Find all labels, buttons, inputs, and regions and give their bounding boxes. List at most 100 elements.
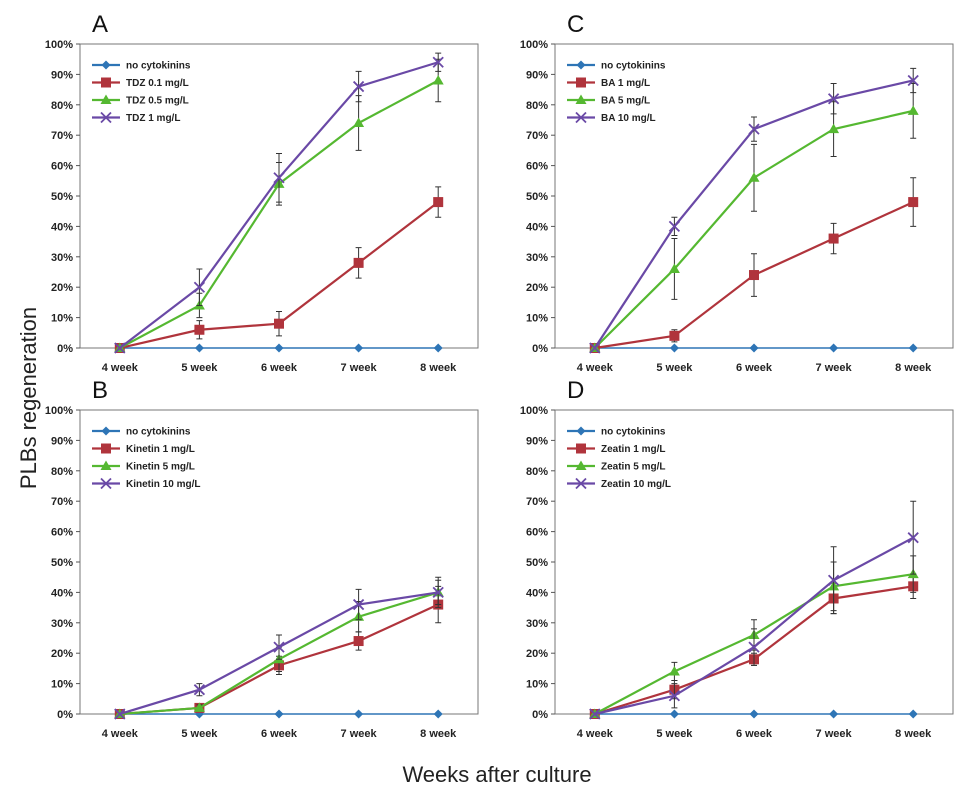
data-point (748, 172, 760, 182)
y-tick-label: 50% (526, 191, 548, 203)
y-tick-label: 10% (51, 313, 73, 325)
y-tick-label: 90% (526, 69, 548, 81)
y-tick-label: 100% (520, 405, 548, 417)
data-point (194, 324, 205, 335)
y-tick-label: 50% (51, 557, 73, 569)
data-point (749, 270, 759, 281)
data-point (748, 123, 760, 135)
x-tick-label: 4 week (102, 362, 139, 374)
y-tick-label: 20% (526, 648, 548, 660)
data-point (829, 343, 839, 353)
legend-label: Kinetin 10 mg/L (126, 479, 200, 490)
y-tick-label: 70% (526, 496, 548, 508)
data-point (908, 709, 918, 719)
y-tick-label: 50% (51, 191, 73, 203)
legend-marker (576, 60, 586, 70)
panel-B: B 0% 10% 20% 30% 40% 50% 60% 70% 80% 90% 100% 4 week… (45, 377, 479, 740)
data-point (589, 342, 601, 354)
legend-marker (576, 443, 586, 454)
x-tick-label: 6 week (261, 728, 298, 740)
data-point (432, 74, 444, 85)
data-point (669, 330, 680, 341)
legend-label: Kinetin 1 mg/L (126, 444, 195, 455)
legend-label: Kinetin 5 mg/L (126, 462, 195, 473)
y-tick-label: 20% (51, 282, 73, 294)
x-tick-label: 8 week (420, 362, 457, 374)
legend-marker (575, 477, 587, 490)
y-tick-label: 70% (51, 130, 73, 142)
x-tick-label: 6 week (736, 728, 773, 740)
x-tick-label: 8 week (420, 728, 457, 740)
series-tdz-1-mg-l (114, 52, 444, 354)
data-point (907, 532, 919, 544)
data-point (748, 641, 760, 653)
legend-label: BA 1 mg/L (601, 78, 650, 89)
panel-letter: A (92, 11, 108, 38)
y-tick-label: 80% (51, 466, 73, 478)
panel-letter: D (567, 377, 584, 404)
data-point (114, 342, 126, 354)
legend: no cytokinins BA 1 mg/L BA 5 mg/L BA 10 mg/… (567, 60, 666, 124)
data-point (433, 343, 443, 353)
legend: no cytokinins Zeatin 1 mg/L Zeatin 5 mg/L Z… (567, 426, 671, 490)
y-tick-label: 10% (526, 313, 548, 325)
y-tick-label: 20% (526, 282, 548, 294)
y-tick-label: 70% (51, 496, 73, 508)
legend-marker (101, 60, 111, 70)
y-tick-label: 0% (57, 709, 73, 721)
x-tick-label: 5 week (656, 362, 693, 374)
legend-label: no cytokinins (601, 427, 666, 438)
y-tick-label: 100% (45, 405, 73, 417)
series-kinetin-10-mg-l (114, 579, 444, 720)
data-point (908, 343, 918, 353)
data-point (668, 690, 681, 702)
data-point (354, 709, 364, 719)
y-tick-label: 100% (520, 39, 548, 51)
data-point (828, 233, 839, 244)
legend-marker (101, 77, 111, 88)
data-point (827, 574, 840, 586)
data-point (433, 197, 444, 208)
legend-marker (100, 111, 112, 124)
data-point (273, 641, 285, 653)
y-tick-label: 40% (526, 221, 548, 233)
data-point (669, 343, 679, 353)
legend-label: no cytokinins (126, 61, 191, 72)
y-tick-label: 90% (51, 69, 73, 81)
legend-marker (100, 477, 112, 490)
legend-marker (101, 443, 111, 454)
legend-label: TDZ 0.5 mg/L (126, 96, 189, 107)
x-tick-label: 6 week (261, 362, 298, 374)
panel-C: C 0% 10% 20% 30% 40% 50% 60% 70% 80% 90% 100% 4 week… (520, 11, 954, 374)
data-point (353, 257, 364, 268)
y-tick-label: 40% (526, 587, 548, 599)
plot-frame (554, 409, 954, 715)
series-zeatin-10-mg-l (589, 500, 919, 720)
data-point (829, 709, 839, 719)
y-tick-label: 30% (526, 252, 548, 264)
x-tick-label: 7 week (816, 362, 853, 374)
data-point (749, 343, 759, 353)
data-point (274, 709, 284, 719)
data-point (827, 93, 840, 105)
y-tick-label: 90% (51, 435, 73, 447)
y-tick-label: 60% (51, 527, 73, 539)
legend-label: TDZ 1 mg/L (126, 113, 180, 124)
panel-letter: C (567, 11, 584, 38)
series-ba-10-mg-l (589, 67, 919, 354)
data-point (193, 684, 206, 696)
x-tick-label: 8 week (895, 728, 932, 740)
legend-marker (575, 111, 587, 124)
panels: A 0% 10% 20% 30% 40% 50% 60% 70% 80% 90% 100% 4 week… (45, 11, 954, 740)
y-tick-label: 30% (51, 252, 73, 264)
data-point (274, 318, 284, 329)
y-tick-label: 100% (45, 39, 73, 51)
legend-label: no cytokinins (601, 61, 666, 72)
y-tick-label: 10% (51, 679, 73, 691)
panel-A: A 0% 10% 20% 30% 40% 50% 60% 70% 80% 90% 100% 4 week… (45, 11, 479, 374)
y-tick-label: 20% (51, 648, 73, 660)
legend-marker (101, 426, 111, 436)
data-point (273, 172, 285, 184)
data-point (193, 281, 206, 293)
